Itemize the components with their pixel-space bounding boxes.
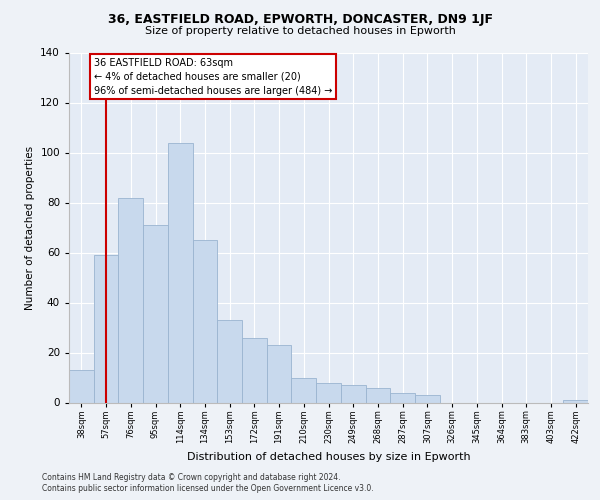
Bar	[267, 345, 292, 403]
Text: 36, EASTFIELD ROAD, EPWORTH, DONCASTER, DN9 1JF: 36, EASTFIELD ROAD, EPWORTH, DONCASTER, …	[107, 12, 493, 26]
Text: Contains HM Land Registry data © Crown copyright and database right 2024.: Contains HM Land Registry data © Crown c…	[42, 472, 341, 482]
Bar	[69, 370, 94, 402]
Bar	[143, 225, 168, 402]
Y-axis label: Number of detached properties: Number of detached properties	[25, 146, 35, 310]
Bar	[168, 142, 193, 402]
Bar	[365, 388, 390, 402]
Text: Size of property relative to detached houses in Epworth: Size of property relative to detached ho…	[145, 26, 455, 36]
Bar	[415, 395, 440, 402]
X-axis label: Distribution of detached houses by size in Epworth: Distribution of detached houses by size …	[187, 452, 470, 462]
Bar	[217, 320, 242, 402]
Bar	[292, 378, 316, 402]
Bar	[341, 385, 365, 402]
Bar	[316, 382, 341, 402]
Bar	[193, 240, 217, 402]
Text: 36 EASTFIELD ROAD: 63sqm
← 4% of detached houses are smaller (20)
96% of semi-de: 36 EASTFIELD ROAD: 63sqm ← 4% of detache…	[94, 58, 332, 96]
Bar	[563, 400, 588, 402]
Bar	[118, 198, 143, 402]
Bar	[242, 338, 267, 402]
Bar	[94, 255, 118, 402]
Bar	[390, 392, 415, 402]
Text: Contains public sector information licensed under the Open Government Licence v3: Contains public sector information licen…	[42, 484, 374, 493]
